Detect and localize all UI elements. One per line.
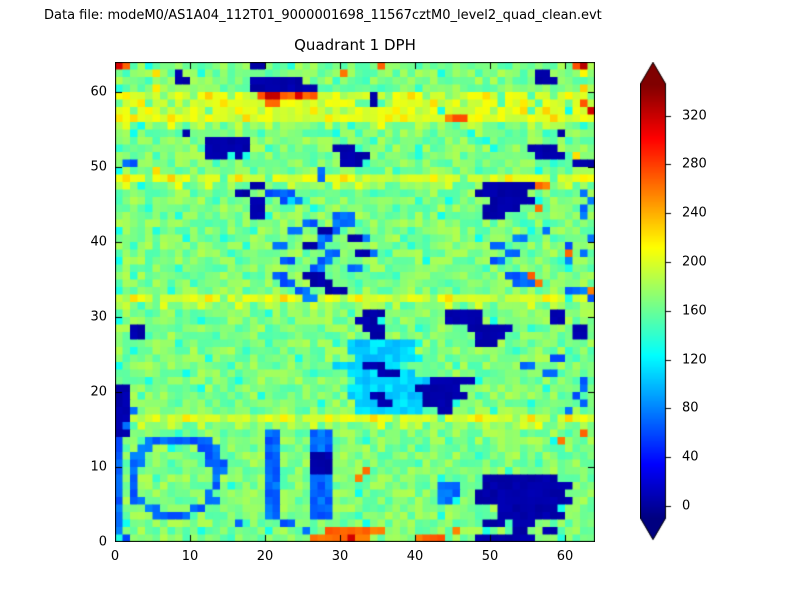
- colorbar-tick-label: 40: [682, 449, 699, 465]
- y-tick-label: 0: [98, 534, 107, 550]
- colorbar-canvas: [640, 62, 674, 542]
- colorbar-tick-label: 320: [682, 108, 707, 124]
- chart-title: Quadrant 1 DPH: [294, 36, 416, 54]
- heatmap-plot-area: [115, 62, 595, 542]
- heatmap-canvas: [115, 62, 595, 542]
- y-tick-label: 10: [90, 459, 107, 475]
- y-tick-label: 30: [90, 309, 107, 325]
- colorbar: [640, 62, 674, 542]
- colorbar-tick-label: 0: [682, 498, 691, 514]
- colorbar-tick-label: 160: [682, 303, 707, 319]
- colorbar-tick-label: 120: [682, 352, 707, 368]
- datafile-label: Data file: modeM0/AS1A04_112T01_90000016…: [44, 8, 602, 23]
- y-tick-label: 40: [90, 234, 107, 250]
- colorbar-tick-label: 200: [682, 254, 707, 270]
- colorbar-tick-label: 280: [682, 156, 707, 172]
- x-tick-label: 30: [331, 549, 349, 564]
- y-tick-label: 20: [90, 384, 107, 400]
- x-tick-label: 20: [256, 549, 274, 564]
- x-tick-label: 0: [110, 549, 120, 564]
- y-tick-label: 60: [90, 84, 107, 100]
- x-tick-label: 40: [406, 549, 424, 564]
- x-tick-label: 10: [181, 549, 199, 564]
- x-tick-label: 50: [481, 549, 499, 564]
- x-tick-label: 60: [556, 549, 574, 564]
- y-tick-label: 50: [90, 159, 107, 175]
- colorbar-tick-label: 80: [682, 400, 699, 416]
- colorbar-tick-label: 240: [682, 205, 707, 221]
